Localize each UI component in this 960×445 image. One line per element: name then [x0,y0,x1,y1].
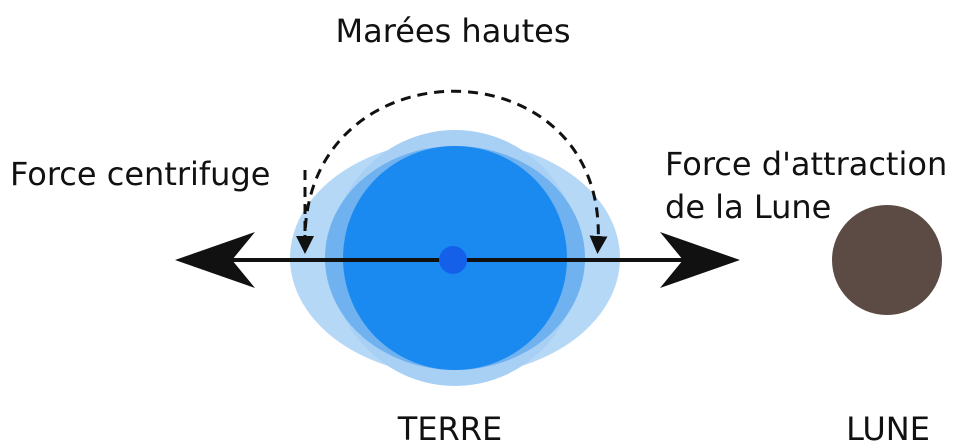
label-attraction: Force d'attraction [665,145,947,183]
moon [832,205,942,315]
high-tide-arc [303,89,608,254]
label-attraction-2: de la Lune [665,188,831,226]
label-moon: LUNE [846,410,930,445]
label-earth: TERRE [397,410,502,445]
arrow-left [175,232,255,288]
label-high-tides: Marées hautes [336,12,571,50]
label-centrifugal: Force centrifuge [10,155,270,193]
earth-center [439,246,467,274]
arrow-right [660,232,740,288]
